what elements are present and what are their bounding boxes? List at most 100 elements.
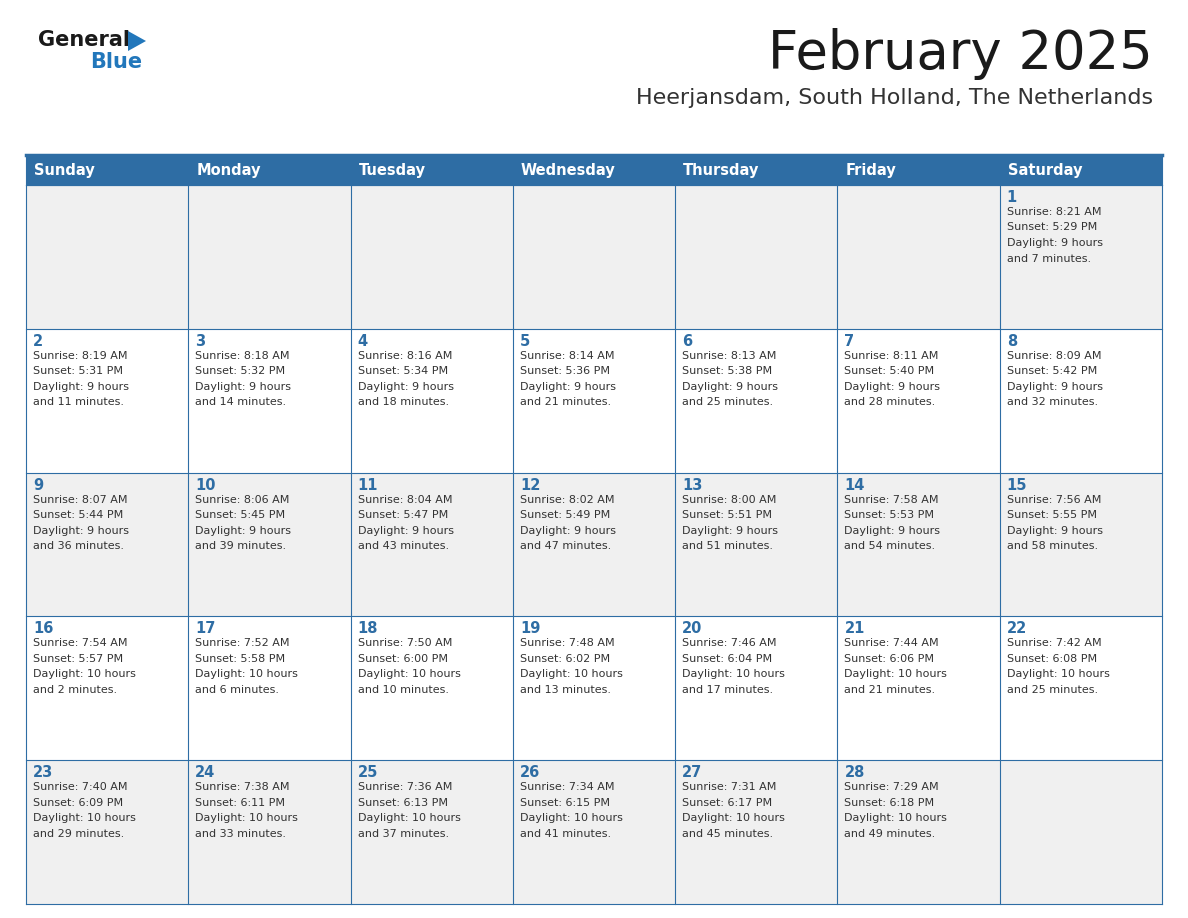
Text: Daylight: 10 hours: Daylight: 10 hours [33,813,135,823]
Text: Sunrise: 7:48 AM: Sunrise: 7:48 AM [520,638,614,648]
Text: Daylight: 9 hours: Daylight: 9 hours [1006,526,1102,535]
Text: Sunrise: 7:38 AM: Sunrise: 7:38 AM [195,782,290,792]
Text: Sunrise: 8:00 AM: Sunrise: 8:00 AM [682,495,777,505]
Text: Daylight: 10 hours: Daylight: 10 hours [358,813,461,823]
Text: and 28 minutes.: and 28 minutes. [845,397,936,408]
Text: Sunset: 5:29 PM: Sunset: 5:29 PM [1006,222,1097,232]
Text: Sunset: 6:17 PM: Sunset: 6:17 PM [682,798,772,808]
Text: and 17 minutes.: and 17 minutes. [682,685,773,695]
Text: and 33 minutes.: and 33 minutes. [195,829,286,839]
Text: 3: 3 [195,334,206,349]
Bar [188,760,350,904]
Bar [675,473,838,616]
Bar [513,760,675,904]
Text: 18: 18 [358,621,378,636]
Text: Sunrise: 7:36 AM: Sunrise: 7:36 AM [358,782,451,792]
Text: 26: 26 [520,766,541,780]
Text: Sunset: 5:34 PM: Sunset: 5:34 PM [358,366,448,376]
Text: Daylight: 10 hours: Daylight: 10 hours [682,813,785,823]
Bar [26,329,188,473]
Bar [513,616,675,760]
Text: 28: 28 [845,766,865,780]
Bar [513,185,675,329]
Text: Sunrise: 7:29 AM: Sunrise: 7:29 AM [845,782,939,792]
Text: Sunset: 5:47 PM: Sunset: 5:47 PM [358,510,448,521]
Text: Daylight: 10 hours: Daylight: 10 hours [845,813,947,823]
Text: and 6 minutes.: and 6 minutes. [195,685,279,695]
Text: 14: 14 [845,477,865,493]
Text: Thursday: Thursday [683,162,759,177]
Text: Sunset: 5:55 PM: Sunset: 5:55 PM [1006,510,1097,521]
Bar [350,329,513,473]
Text: 23: 23 [33,766,53,780]
Bar [1000,329,1162,473]
Text: 5: 5 [520,334,530,349]
Text: Sunrise: 8:11 AM: Sunrise: 8:11 AM [845,351,939,361]
Bar [188,185,350,329]
Text: 10: 10 [195,477,216,493]
Bar [1000,760,1162,904]
Text: Sunset: 5:57 PM: Sunset: 5:57 PM [33,654,124,664]
Text: 9: 9 [33,477,43,493]
Bar [1000,185,1162,329]
Text: Sunday: Sunday [34,162,95,177]
Text: 15: 15 [1006,477,1028,493]
Text: and 49 minutes.: and 49 minutes. [845,829,936,839]
Bar [838,760,1000,904]
Text: and 32 minutes.: and 32 minutes. [1006,397,1098,408]
Text: 24: 24 [195,766,215,780]
Text: Daylight: 9 hours: Daylight: 9 hours [845,526,941,535]
Text: and 29 minutes.: and 29 minutes. [33,829,125,839]
Bar [188,329,350,473]
Text: Daylight: 9 hours: Daylight: 9 hours [33,526,129,535]
Text: and 58 minutes.: and 58 minutes. [1006,541,1098,551]
Text: Daylight: 10 hours: Daylight: 10 hours [845,669,947,679]
Bar [350,473,513,616]
Text: Daylight: 10 hours: Daylight: 10 hours [520,669,623,679]
Bar [188,473,350,616]
Text: Sunset: 6:08 PM: Sunset: 6:08 PM [1006,654,1097,664]
Text: and 51 minutes.: and 51 minutes. [682,541,773,551]
Text: and 54 minutes.: and 54 minutes. [845,541,936,551]
Text: Sunset: 6:11 PM: Sunset: 6:11 PM [195,798,285,808]
Text: and 18 minutes.: and 18 minutes. [358,397,449,408]
Text: Heerjansdam, South Holland, The Netherlands: Heerjansdam, South Holland, The Netherla… [636,88,1154,108]
Text: Sunrise: 8:16 AM: Sunrise: 8:16 AM [358,351,451,361]
Text: and 2 minutes.: and 2 minutes. [33,685,118,695]
Bar [26,473,188,616]
Bar [350,760,513,904]
Bar [838,185,1000,329]
Text: and 47 minutes.: and 47 minutes. [520,541,611,551]
Text: Daylight: 9 hours: Daylight: 9 hours [195,382,291,392]
Bar [26,155,1162,185]
Text: 21: 21 [845,621,865,636]
Text: Friday: Friday [846,162,896,177]
Text: Sunset: 5:42 PM: Sunset: 5:42 PM [1006,366,1097,376]
Text: Sunset: 5:40 PM: Sunset: 5:40 PM [845,366,935,376]
Text: Sunset: 5:38 PM: Sunset: 5:38 PM [682,366,772,376]
Text: Sunset: 6:09 PM: Sunset: 6:09 PM [33,798,124,808]
Text: Sunrise: 7:58 AM: Sunrise: 7:58 AM [845,495,939,505]
Text: Sunset: 5:31 PM: Sunset: 5:31 PM [33,366,124,376]
Text: Sunset: 6:15 PM: Sunset: 6:15 PM [520,798,609,808]
Bar [26,616,188,760]
Text: Sunrise: 7:56 AM: Sunrise: 7:56 AM [1006,495,1101,505]
Text: Sunrise: 8:02 AM: Sunrise: 8:02 AM [520,495,614,505]
Text: Sunrise: 8:21 AM: Sunrise: 8:21 AM [1006,207,1101,217]
Text: and 39 minutes.: and 39 minutes. [195,541,286,551]
Text: Sunset: 5:49 PM: Sunset: 5:49 PM [520,510,611,521]
Text: Sunrise: 7:34 AM: Sunrise: 7:34 AM [520,782,614,792]
Text: General: General [38,30,129,50]
Text: Daylight: 10 hours: Daylight: 10 hours [195,813,298,823]
Text: Sunrise: 8:19 AM: Sunrise: 8:19 AM [33,351,127,361]
Text: Tuesday: Tuesday [359,162,425,177]
Bar [26,760,188,904]
Text: and 25 minutes.: and 25 minutes. [1006,685,1098,695]
Text: 2: 2 [33,334,43,349]
Text: Wednesday: Wednesday [520,162,615,177]
Bar [675,329,838,473]
Text: Daylight: 9 hours: Daylight: 9 hours [682,526,778,535]
Text: 19: 19 [520,621,541,636]
Text: Sunrise: 8:07 AM: Sunrise: 8:07 AM [33,495,127,505]
Text: 7: 7 [845,334,854,349]
